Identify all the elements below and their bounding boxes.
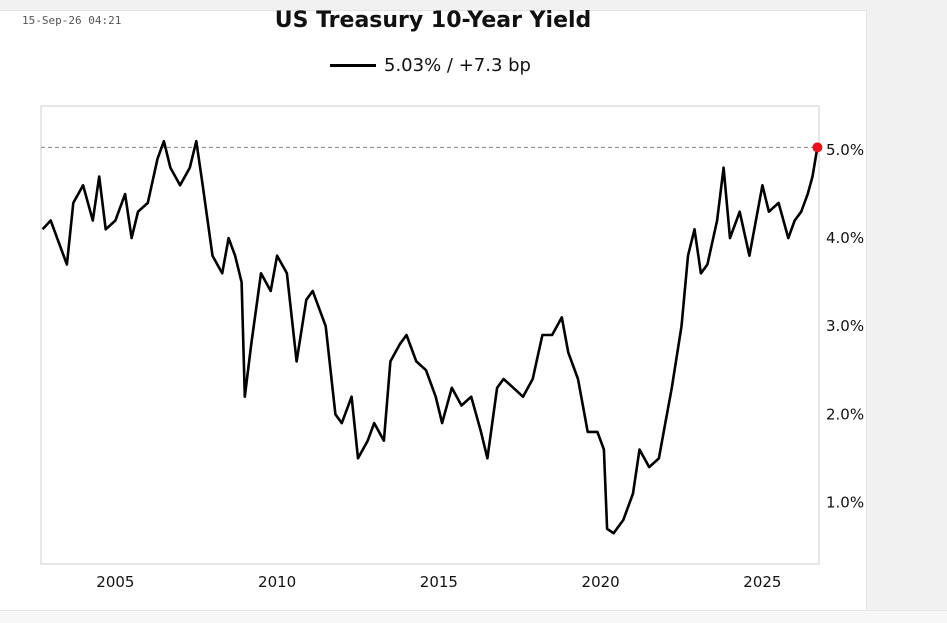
x-tick-label: 2010 bbox=[258, 573, 296, 591]
plot-frame bbox=[40, 105, 820, 565]
legend-label: 5.03% / +7.3 bp bbox=[384, 55, 531, 76]
y-tick-label: 5.0% bbox=[826, 141, 864, 159]
last-value-marker bbox=[812, 142, 823, 153]
chart-title: US Treasury 10-Year Yield bbox=[274, 8, 592, 33]
legend: 5.03% / +7.3 bp bbox=[330, 55, 531, 76]
y-axis: 1.0% 2.0% 3.0% 4.0% 5.0% bbox=[826, 141, 864, 511]
timestamp: 15-Sep-26 04:21 bbox=[22, 14, 122, 27]
series-line-0 bbox=[41, 139, 819, 535]
x-tick-label: 2015 bbox=[420, 573, 458, 591]
x-tick-label: 2025 bbox=[743, 573, 781, 591]
y-tick-label: 2.0% bbox=[826, 405, 864, 423]
y-tick-label: 4.0% bbox=[826, 229, 864, 247]
y-tick-label: 3.0% bbox=[826, 317, 864, 335]
x-tick-label: 2005 bbox=[96, 573, 134, 591]
y-tick-label: 1.0% bbox=[826, 493, 864, 511]
chart-card bbox=[0, 10, 867, 611]
marker-layer bbox=[812, 142, 823, 153]
x-tick-label: 2020 bbox=[582, 573, 620, 591]
series-layer bbox=[41, 139, 819, 535]
legend-line-swatch bbox=[330, 64, 376, 67]
bottom-strip bbox=[0, 610, 947, 623]
x-axis: 2005 2010 2015 2020 2025 bbox=[96, 573, 781, 591]
